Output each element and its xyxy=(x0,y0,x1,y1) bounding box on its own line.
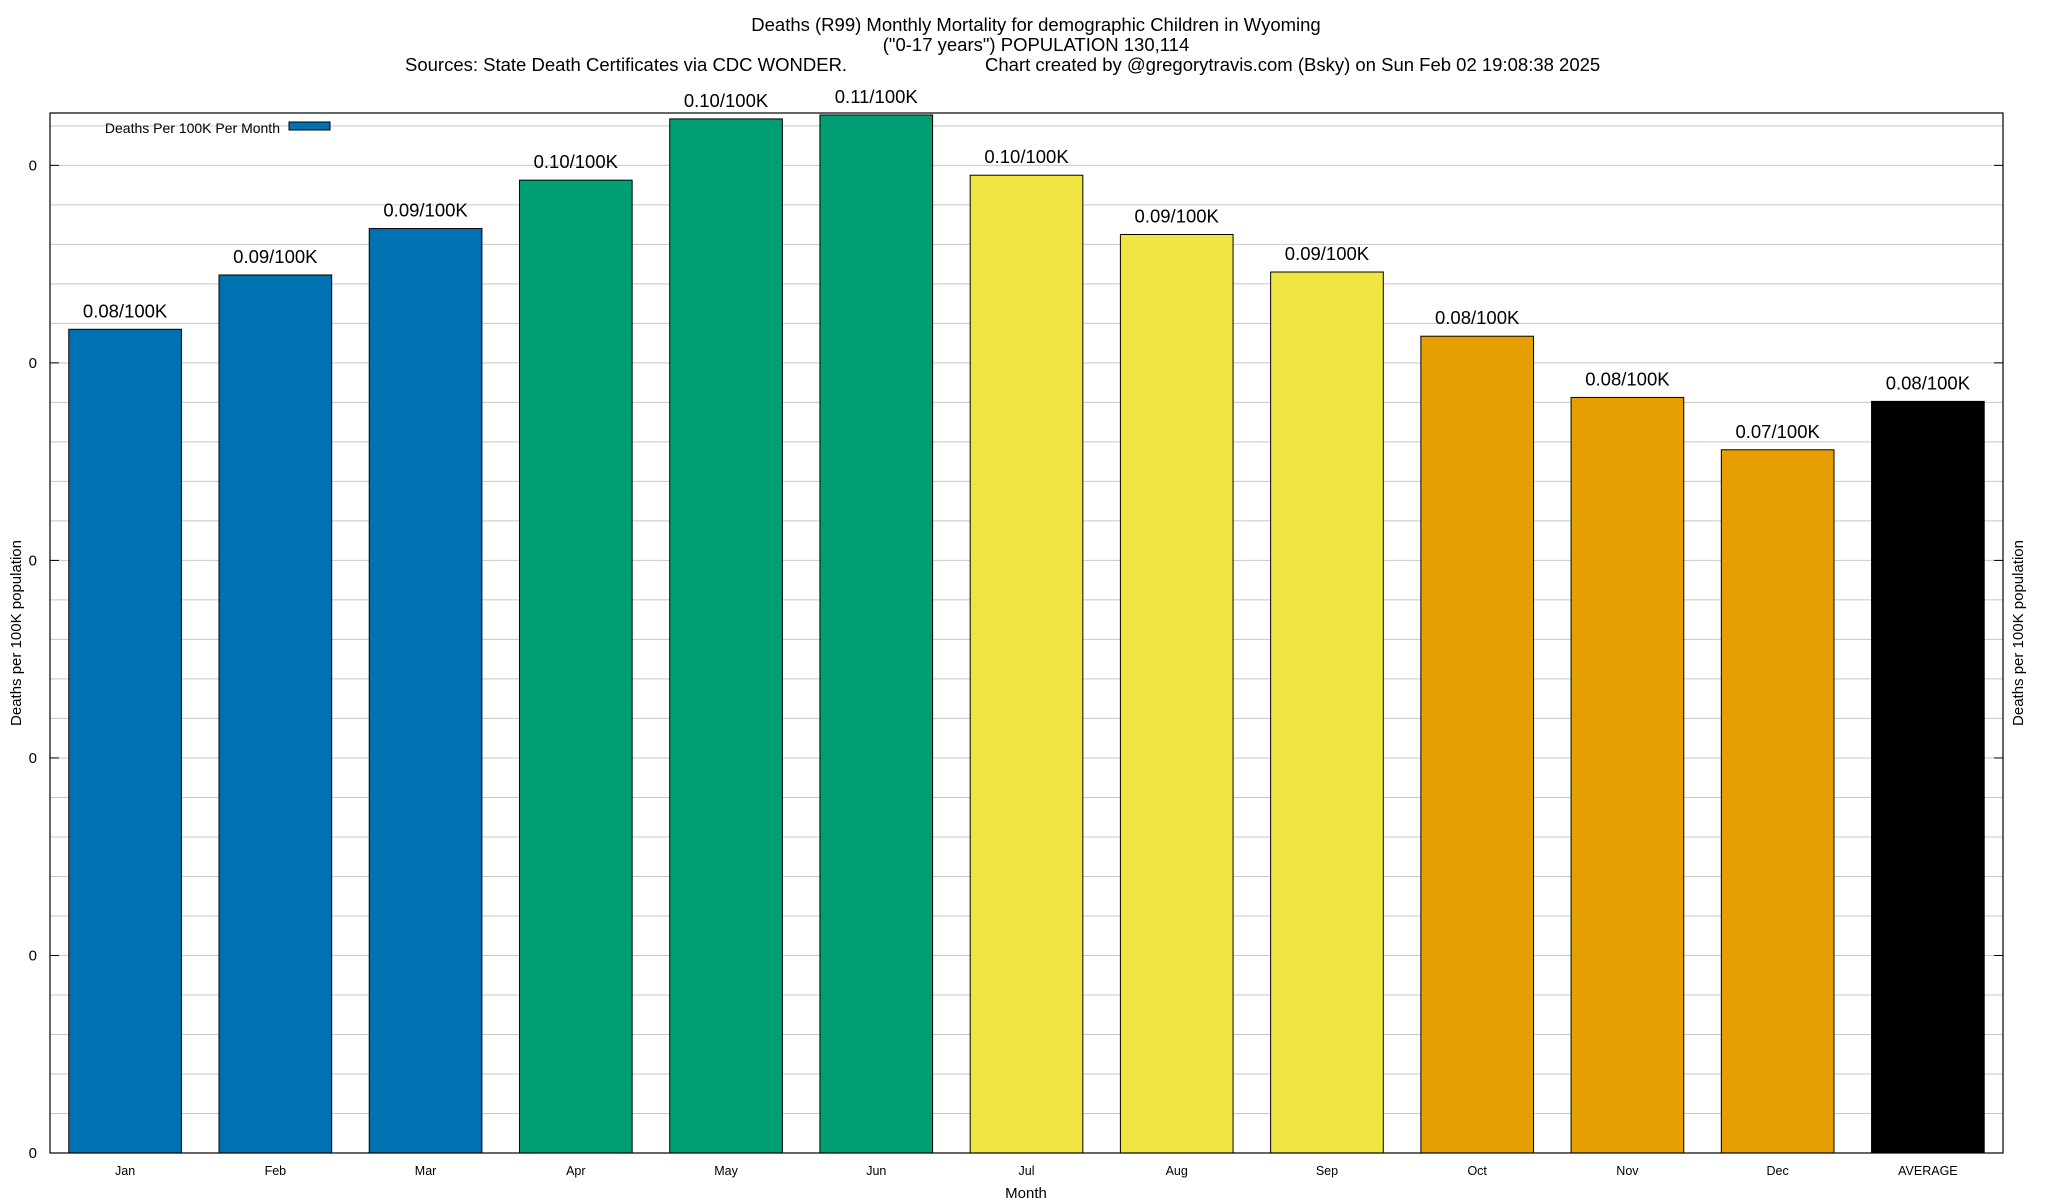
title-line-2: ("0-17 years") POPULATION 130,114 xyxy=(883,34,1190,55)
bar-nov xyxy=(1570,396,1685,1154)
bar-jan xyxy=(68,328,182,1154)
bar-value-label: 0.09/100K xyxy=(383,200,468,221)
y-tick-label: 0 xyxy=(29,552,37,569)
x-tick-label: Jan xyxy=(115,1164,135,1178)
bar-value-label: 0.09/100K xyxy=(233,246,318,267)
bar-apr xyxy=(518,179,633,1154)
x-tick-label: Aug xyxy=(1166,1164,1188,1178)
x-tick-label: Sep xyxy=(1316,1164,1338,1178)
credit-text: Chart created by @gregorytravis.com (Bsk… xyxy=(985,54,1600,75)
x-tick-label: Jun xyxy=(866,1164,886,1178)
bar-value-label: 0.09/100K xyxy=(1135,205,1220,226)
bar-aug xyxy=(1119,233,1234,1154)
legend-label: Deaths Per 100K Per Month xyxy=(105,120,280,136)
y2-axis-title: Deaths per 100K population xyxy=(2010,540,2027,726)
x-tick-label: Jul xyxy=(1019,1164,1035,1178)
bar-dec xyxy=(1720,449,1835,1154)
title-line-1: Deaths (R99) Monthly Mortality for demog… xyxy=(751,14,1320,35)
bar-sep xyxy=(1270,271,1384,1154)
x-tick-label: May xyxy=(714,1164,738,1178)
x-tick-label: Nov xyxy=(1616,1164,1639,1178)
x-axis-title: Month xyxy=(1005,1185,1047,1200)
bar-feb xyxy=(218,274,333,1154)
bar-value-label: 0.10/100K xyxy=(684,90,769,111)
bars xyxy=(68,114,1985,1154)
bar-value-label: 0.07/100K xyxy=(1735,421,1820,442)
bar-value-label: 0.08/100K xyxy=(1435,307,1520,328)
bar-average xyxy=(1871,400,1985,1154)
x-tick-label: Apr xyxy=(566,1164,585,1178)
bar-value-label: 0.11/100K xyxy=(835,86,919,107)
x-tick-label: Feb xyxy=(265,1164,287,1178)
y-axis-title: Deaths per 100K population xyxy=(8,540,25,726)
bar-value-label: 0.08/100K xyxy=(1585,368,1670,389)
y-tick-label: 0 xyxy=(29,750,37,767)
bar-mar xyxy=(368,228,483,1154)
bar-value-label: 0.08/100K xyxy=(83,300,168,321)
bar-value-labels: 0.08/100K 0.09/100K 0.09/100K 0.10/100K 0.10… xyxy=(83,86,1971,442)
chart-title: Deaths (R99) Monthly Mortality for demog… xyxy=(405,14,1600,75)
bar-value-label: 0.10/100K xyxy=(534,151,619,172)
bar-jun xyxy=(819,114,934,1154)
x-tick-label: AVERAGE xyxy=(1898,1164,1958,1178)
x-axis-labels: Jan Feb Mar Apr May Jun Jul Aug Sep Oct Nov Dec AVER… xyxy=(115,1164,1958,1178)
bar-value-label: 0.09/100K xyxy=(1285,243,1370,264)
plot-frame xyxy=(49,112,2004,1154)
x-tick-label: Dec xyxy=(1767,1164,1789,1178)
x-tick-label: Mar xyxy=(415,1164,437,1178)
bar-value-label: 0.10/100K xyxy=(984,146,1069,167)
bar-oct xyxy=(1420,335,1535,1154)
y-tick-label: 0 xyxy=(29,157,37,174)
y-tick-label: 0 xyxy=(29,355,37,372)
sources-text: Sources: State Death Certificates via CD… xyxy=(405,54,847,75)
y-tick-label: 0 xyxy=(29,947,37,964)
y-axis-ticks: 0 0 0 0 0 0 xyxy=(29,157,2003,1162)
y-tick-label: 0 xyxy=(29,1145,37,1162)
bar-may xyxy=(669,118,783,1154)
x-tick-label: Oct xyxy=(1467,1164,1487,1178)
legend: Deaths Per 100K Per Month xyxy=(105,120,331,136)
bar-jul xyxy=(969,174,1084,1154)
bar-value-label: 0.08/100K xyxy=(1886,372,1971,393)
legend-swatch xyxy=(288,121,331,131)
